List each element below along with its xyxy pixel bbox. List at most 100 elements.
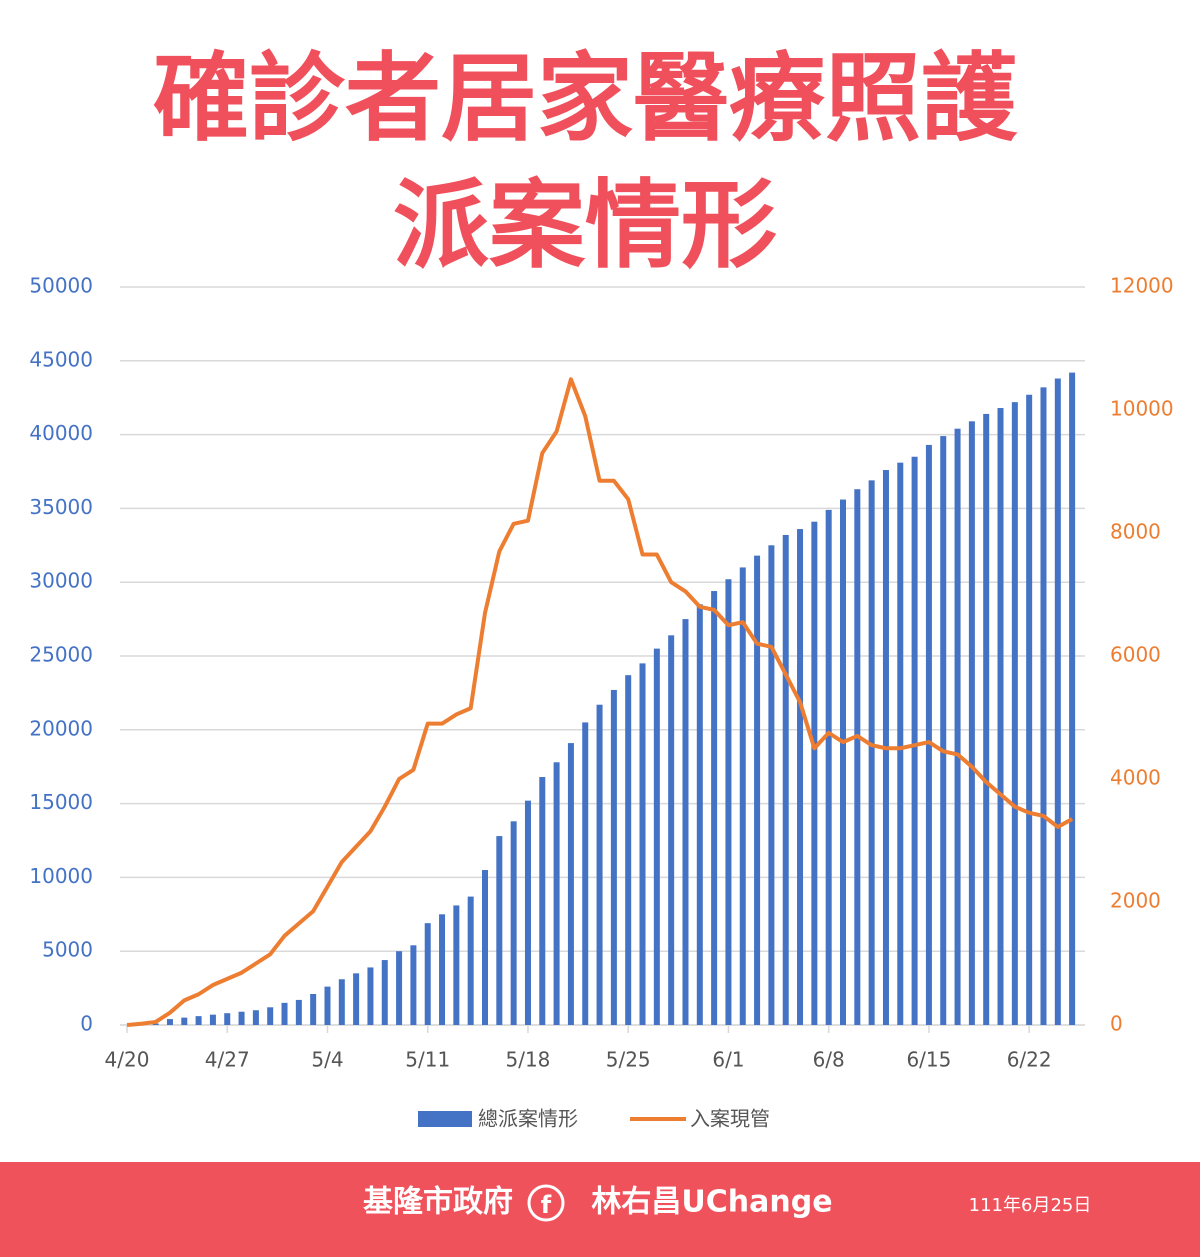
- bar: [897, 462, 904, 1025]
- bar: [439, 914, 446, 1025]
- bar: [940, 436, 947, 1025]
- y-tick-label: 0: [80, 1012, 93, 1036]
- y2-tick-label: 2000: [1110, 889, 1161, 913]
- bar: [295, 999, 302, 1025]
- bar: [510, 821, 517, 1025]
- bar: [467, 896, 474, 1025]
- y-tick-label: 35000: [29, 495, 93, 519]
- y-tick-label: 5000: [42, 938, 93, 962]
- bar: [353, 973, 360, 1025]
- bar: [410, 945, 417, 1025]
- bar: [310, 994, 317, 1025]
- x-tick-label: 5/11: [405, 1048, 450, 1072]
- x-tick-label: 6/22: [1007, 1048, 1052, 1072]
- x-tick-label: 6/1: [712, 1048, 744, 1072]
- x-tick-label: 5/4: [311, 1048, 343, 1072]
- bar: [224, 1013, 231, 1025]
- bar: [166, 1019, 173, 1025]
- title-line: 確診者居家醫療照護: [153, 42, 1018, 154]
- y-tick-label: 20000: [29, 716, 93, 740]
- title-line: 派案情形: [393, 169, 777, 281]
- bar: [639, 663, 646, 1025]
- y2-tick-label: 6000: [1110, 643, 1161, 667]
- bar: [152, 1023, 159, 1025]
- bar: [854, 489, 861, 1025]
- legend-label: 入案現管: [690, 1107, 770, 1131]
- bar: [653, 648, 660, 1025]
- bar: [696, 604, 703, 1025]
- line: [126, 377, 1074, 1027]
- bar: [682, 619, 689, 1025]
- bar: [567, 743, 574, 1025]
- bar: [281, 1002, 288, 1025]
- bar: [668, 635, 675, 1025]
- bar: [997, 408, 1004, 1026]
- bar: [968, 421, 975, 1025]
- bar: [797, 529, 804, 1025]
- bar: [983, 413, 990, 1025]
- bar: [711, 591, 718, 1025]
- y2-tick-label: 0: [1110, 1012, 1123, 1036]
- footer-date: 111年6月25日: [969, 1195, 1092, 1216]
- bar: [1026, 394, 1033, 1025]
- bar: [496, 836, 503, 1025]
- bar: [381, 960, 388, 1025]
- bar: [739, 567, 746, 1025]
- x-tick-label: 6/15: [906, 1048, 951, 1072]
- legend-label: 總派案情形: [478, 1107, 578, 1131]
- bar: [768, 545, 775, 1025]
- plot: 0500010000150002000025000300003500040000…: [29, 274, 1173, 1131]
- bar: [195, 1016, 202, 1025]
- bar: [811, 521, 818, 1025]
- fb-icon: [527, 1184, 565, 1222]
- y-tick-label: 15000: [29, 790, 93, 814]
- fb-icon-f: f: [541, 1191, 552, 1219]
- footer-page: 林右昌UChange: [591, 1185, 832, 1220]
- bar: [596, 704, 603, 1025]
- bar: [453, 905, 460, 1025]
- y-tick-label: 30000: [29, 569, 93, 593]
- bar: [252, 1010, 259, 1025]
- bar: [868, 480, 875, 1026]
- bar: [1054, 378, 1061, 1026]
- bar: [238, 1011, 245, 1025]
- bar: [911, 456, 918, 1025]
- x-tick-label: 4/20: [105, 1048, 150, 1072]
- bar: [482, 870, 488, 1025]
- bar: [725, 579, 732, 1025]
- bar: [539, 777, 546, 1025]
- bar: [1040, 387, 1047, 1025]
- y2-tick-label: 12000: [1110, 274, 1174, 298]
- bar: [625, 675, 632, 1025]
- bar: [754, 555, 761, 1025]
- y-tick-label: 50000: [29, 274, 93, 298]
- bar: [209, 1014, 216, 1025]
- bar: [610, 689, 617, 1025]
- x-tick-label: 5/18: [505, 1048, 550, 1072]
- footer-band: [0, 1162, 1200, 1257]
- bar: [782, 534, 789, 1025]
- bar: [267, 1007, 274, 1025]
- bar: [338, 979, 345, 1025]
- bar: [396, 951, 403, 1025]
- bar: [1011, 402, 1018, 1025]
- x-tick-label: 6/8: [813, 1048, 845, 1072]
- bar: [524, 800, 531, 1025]
- bar: [553, 762, 560, 1025]
- y2-tick-label: 4000: [1110, 766, 1161, 790]
- bar: [925, 444, 932, 1025]
- y2-tick-label: 8000: [1110, 520, 1161, 544]
- footer-org: 基隆市政府: [363, 1185, 513, 1220]
- bar: [424, 923, 431, 1025]
- bar: [324, 986, 331, 1025]
- y2-tick-label: 10000: [1110, 397, 1174, 421]
- y-tick-label: 10000: [29, 864, 93, 888]
- bar: [181, 1017, 188, 1025]
- bar: [367, 967, 374, 1025]
- bar: [1069, 372, 1076, 1025]
- bar: [954, 428, 961, 1025]
- x-tick-label: 4/27: [205, 1048, 250, 1072]
- bar: [840, 499, 846, 1025]
- bar: [582, 722, 589, 1025]
